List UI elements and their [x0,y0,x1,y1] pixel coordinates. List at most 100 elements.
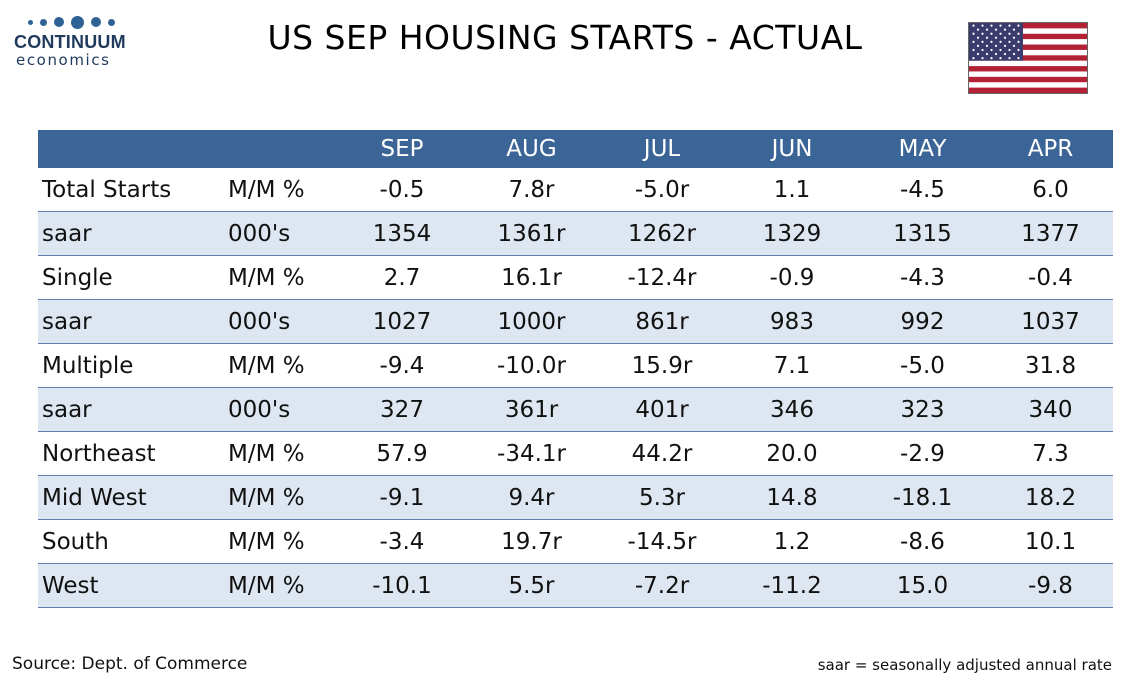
table-cell: -5.0 [857,343,988,388]
table-cell: -0.9 [727,255,857,300]
table-cell: -10.0r [466,343,597,388]
table-cell: -4.5 [857,168,988,212]
table-cell: 1027 [338,299,466,344]
row-label: Multiple [38,343,220,388]
table-cell: -9.8 [988,563,1113,608]
table-row: saar 000's 1027 1000r 861r 983 992 1037 [38,299,1113,344]
logo-name: CONTINUUM [14,32,126,52]
table-cell: -8.6 [857,519,988,564]
table-cell: -4.3 [857,255,988,300]
table-cell: -0.4 [988,255,1113,300]
row-label: West [38,563,220,608]
row-unit: 000's [220,299,338,344]
table-row: West M/M % -10.1 5.5r -7.2r -11.2 15.0 -9.8 [38,563,1113,608]
table-cell: 327 [338,387,466,432]
table-cell: 15.0 [857,563,988,608]
column-header [220,130,338,168]
column-header: SEP [338,130,466,168]
logo-dots [28,14,144,30]
table-cell: 1329 [727,211,857,256]
table-cell: 44.2r [597,431,727,476]
table-cell: 7.3 [988,431,1113,476]
table-cell: 1000r [466,299,597,344]
table-cell: -7.2r [597,563,727,608]
housing-starts-table: SEP AUG JUL JUN MAY APR Total Starts M/M % -0.5… [38,130,1113,608]
table-cell: 7.8r [466,168,597,212]
table-cell: 10.1 [988,519,1113,564]
table-cell: -0.5 [338,168,466,212]
table-cell: 401r [597,387,727,432]
table-row: Mid West M/M % -9.1 9.4r 5.3r 14.8 -18.1 18.2 [38,475,1113,520]
row-unit: M/M % [220,519,338,564]
row-label: Northeast [38,431,220,476]
column-header: MAY [857,130,988,168]
table-cell: 20.0 [727,431,857,476]
table-cell: 1037 [988,299,1113,344]
table-cell: -9.4 [338,343,466,388]
logo: CONTINUUM economics [14,14,144,68]
row-unit: M/M % [220,475,338,520]
source-note: Source: Dept. of Commerce [12,654,248,674]
table-cell: 16.1r [466,255,597,300]
us-flag-icon [968,22,1088,94]
row-label: saar [38,211,220,256]
table-cell: 18.2 [988,475,1113,520]
logo-subtitle: economics [16,51,111,69]
table-cell: 983 [727,299,857,344]
table-cell: -14.5r [597,519,727,564]
table-row: Total Starts M/M % -0.5 7.8r -5.0r 1.1 -4.5 6.0 [38,168,1113,212]
table-cell: 1377 [988,211,1113,256]
column-header: AUG [466,130,597,168]
column-header: JUN [727,130,857,168]
row-label: Mid West [38,475,220,520]
row-label: Total Starts [38,168,220,212]
table-row: Northeast M/M % 57.9 -34.1r 44.2r 20.0 -2.9 7.3 [38,431,1113,476]
row-unit: M/M % [220,563,338,608]
table-cell: 31.8 [988,343,1113,388]
table-cell: 14.8 [727,475,857,520]
table-row: Multiple M/M % -9.4 -10.0r 15.9r 7.1 -5.0 31.8 [38,343,1113,388]
row-unit: M/M % [220,343,338,388]
table-cell: -12.4r [597,255,727,300]
column-header: APR [988,130,1113,168]
row-unit: 000's [220,211,338,256]
table-cell: 5.3r [597,475,727,520]
table-cell: 9.4r [466,475,597,520]
table-cell: 1354 [338,211,466,256]
table-cell: -10.1 [338,563,466,608]
table-cell: 57.9 [338,431,466,476]
table-row: saar 000's 327 361r 401r 346 323 340 [38,387,1113,432]
saar-note: saar = seasonally adjusted annual rate [817,656,1112,674]
table-row: South M/M % -3.4 19.7r -14.5r 1.2 -8.6 10.1 [38,519,1113,564]
table-cell: 340 [988,387,1113,432]
table-cell: -9.1 [338,475,466,520]
table-cell: 1361r [466,211,597,256]
table-cell: -2.9 [857,431,988,476]
table-cell: -11.2 [727,563,857,608]
row-label: saar [38,299,220,344]
column-header [38,130,220,168]
table-cell: 992 [857,299,988,344]
table-cell: 1.2 [727,519,857,564]
table-cell: 1.1 [727,168,857,212]
table-cell: -3.4 [338,519,466,564]
table-row: saar 000's 1354 1361r 1262r 1329 1315 1377 [38,211,1113,256]
row-unit: M/M % [220,168,338,212]
column-header: JUL [597,130,727,168]
row-unit: M/M % [220,431,338,476]
row-label: South [38,519,220,564]
table-cell: -34.1r [466,431,597,476]
table-cell: -18.1 [857,475,988,520]
table-cell: 19.7r [466,519,597,564]
table-row: Single M/M % 2.7 16.1r -12.4r -0.9 -4.3 -0.4 [38,255,1113,300]
table-cell: 346 [727,387,857,432]
row-label: saar [38,387,220,432]
table-cell: 2.7 [338,255,466,300]
table-cell: 5.5r [466,563,597,608]
table-cell: 361r [466,387,597,432]
table-header-row: SEP AUG JUL JUN MAY APR [38,130,1113,168]
row-unit: 000's [220,387,338,432]
page-title: US SEP HOUSING STARTS - ACTUAL [267,18,863,57]
table-cell: 7.1 [727,343,857,388]
table-cell: 1262r [597,211,727,256]
